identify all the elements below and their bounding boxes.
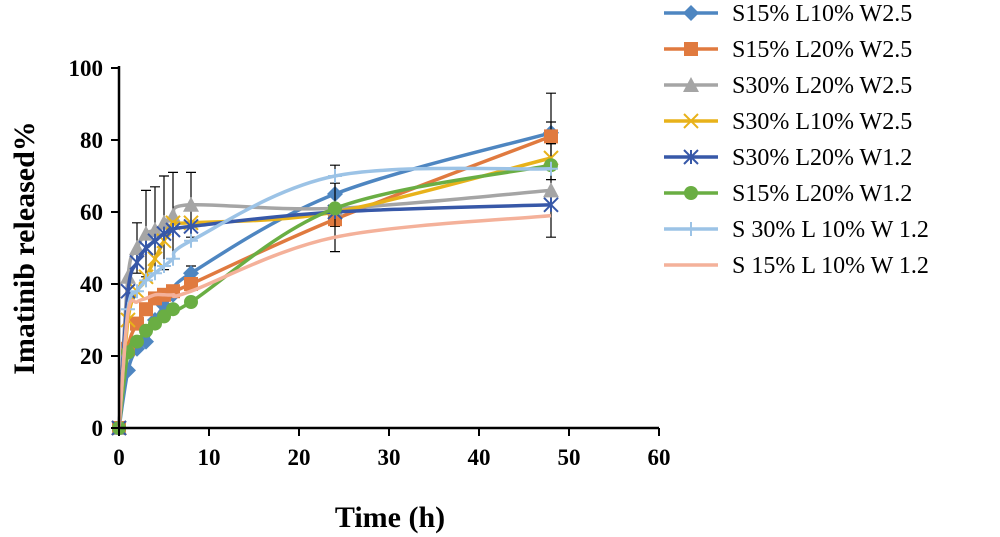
data-point	[120, 268, 136, 284]
y-tick-label: 100	[69, 56, 104, 81]
data-point	[544, 161, 558, 176]
legend-item-1: S15% L10% W2.5	[664, 1, 912, 27]
data-point	[328, 201, 342, 216]
data-point	[184, 233, 198, 248]
legend-swatch-marker	[683, 113, 699, 129]
data-point	[139, 273, 153, 288]
x-tick-label: 60	[648, 445, 671, 470]
legend-label: S15% L20% W1.2	[732, 181, 912, 207]
data-point	[166, 251, 180, 266]
legend-label: S15% L20% W2.5	[732, 37, 912, 63]
legend: S15% L10% W2.5 S15% L20% W2.5 S30% L20% W2…	[664, 1, 929, 279]
y-tick-label: 80	[80, 128, 103, 153]
legend-item-6: S15% L20% W1.2	[664, 181, 912, 207]
data-point	[543, 182, 559, 198]
data-point	[138, 240, 154, 256]
series-2	[112, 92, 558, 435]
data-point	[130, 334, 144, 349]
x-tick-label: 10	[198, 445, 221, 470]
data-point	[130, 284, 144, 299]
data-point	[139, 302, 153, 317]
legend-item-7: S 30% L 10% W 1.2	[664, 217, 929, 243]
legend-item-2: S15% L20% W2.5	[664, 37, 912, 63]
data-point	[147, 251, 163, 267]
data-point	[328, 169, 342, 183]
series-7	[112, 161, 558, 435]
y-tick-label: 0	[92, 416, 104, 441]
series-line	[117, 213, 552, 429]
data-point	[544, 129, 558, 144]
data-point	[166, 302, 180, 317]
data-point	[147, 233, 163, 249]
x-tick-label: 50	[558, 445, 581, 470]
data-point	[156, 225, 172, 242]
legend-item-8: S 15% L 10% W 1.2	[664, 253, 929, 279]
data-point	[184, 277, 198, 291]
y-tick-label: 20	[80, 344, 103, 369]
y-tick-label: 60	[80, 200, 103, 225]
legend-label: S30% L20% W1.2	[732, 145, 912, 171]
legend-label: S30% L10% W2.5	[732, 109, 912, 135]
legend-item-4: S30% L10% W2.5	[664, 109, 912, 135]
data-point	[543, 197, 559, 213]
series-8	[117, 213, 552, 429]
data-point	[148, 266, 162, 281]
legend-swatch-marker	[683, 77, 699, 92]
x-axis-title: Time (h)	[335, 501, 445, 534]
legend-label: S 15% L 10% W 1.2	[732, 253, 929, 279]
legend-swatch-marker	[683, 5, 699, 21]
data-point	[183, 218, 199, 235]
data-point	[129, 240, 145, 255]
plot-area	[111, 92, 559, 436]
x-tick-label: 40	[468, 445, 491, 470]
legend-swatch-marker	[684, 222, 698, 236]
legend-swatch-marker	[684, 42, 698, 56]
x-tick-label: 0	[113, 445, 125, 470]
legend-label: S 30% L 10% W 1.2	[732, 217, 929, 243]
y-axis-title: Imatinib released%	[8, 121, 41, 375]
axes: 0 10 20 30 40 50 60 0 20 40 60 80 100	[69, 56, 671, 470]
data-point	[157, 259, 171, 273]
legend-swatch-marker	[684, 186, 698, 200]
legend-item-5: S30% L20% W1.2	[664, 145, 912, 171]
data-point	[183, 196, 199, 212]
data-point	[165, 222, 181, 238]
series-6	[112, 158, 558, 435]
x-tick-label: 30	[378, 445, 401, 470]
data-point	[129, 254, 145, 271]
legend-swatch-marker	[683, 149, 699, 165]
data-point	[147, 222, 163, 237]
x-tick-label: 20	[288, 445, 311, 470]
data-point	[184, 295, 198, 309]
legend-label: S30% L20% W2.5	[732, 73, 912, 99]
legend-item-3: S30% L20% W2.5	[664, 73, 912, 99]
legend-label: S15% L10% W2.5	[732, 1, 912, 27]
y-tick-label: 40	[80, 272, 103, 297]
